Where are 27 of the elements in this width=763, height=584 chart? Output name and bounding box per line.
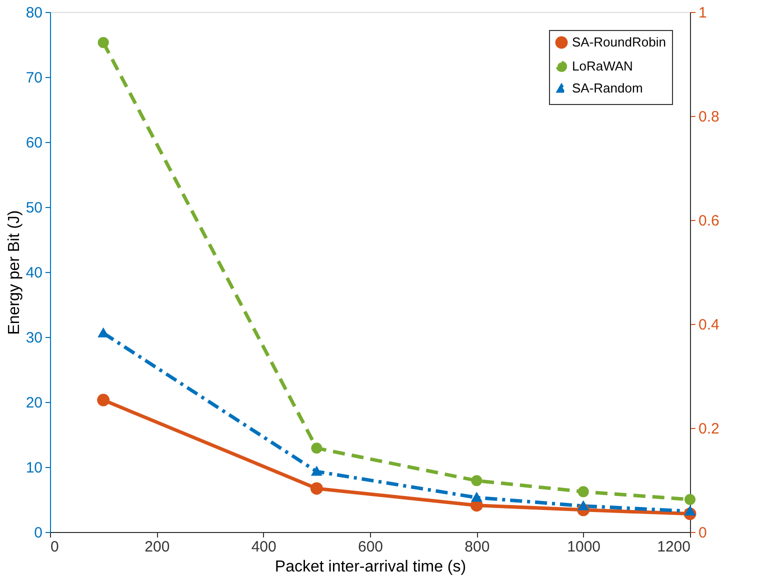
x-axis-title: Packet inter-arrival time (s) [274, 558, 466, 576]
y2-tick-label: 1 [698, 4, 707, 22]
y-tick-label: 0 [34, 524, 42, 542]
x-tick-label: 1000 [567, 538, 601, 556]
y2-tick-label: 0.6 [698, 212, 720, 230]
y-tick-label: 40 [26, 264, 42, 282]
x-tick-label: 400 [251, 538, 276, 556]
legend-label: SA-Random [572, 80, 643, 96]
x-tick-label: 0 [50, 538, 59, 556]
y-tick-label: 50 [26, 200, 42, 216]
y-tick-label: 20 [26, 394, 42, 412]
legend-label: SA-RoundRobin [572, 34, 666, 50]
y2-tick-label: 0.2 [698, 420, 720, 438]
x-tick-label: 600 [358, 538, 384, 556]
legend-label: LoRaWAN [572, 58, 633, 74]
y-axis-title: Energy per Bit (J) [6, 210, 23, 335]
x-tick-label: 1200 [657, 538, 690, 556]
x-tick-label: 800 [464, 538, 490, 556]
y2-tick-label: 0 [698, 524, 707, 542]
y-tick-label: 60 [26, 134, 42, 152]
y2-tick-label: 0.8 [698, 108, 720, 126]
y-tick-label: 80 [26, 4, 42, 22]
y-tick-label: 10 [26, 460, 42, 476]
y-tick-label: 30 [26, 330, 42, 346]
x-tick-label: 200 [144, 538, 170, 556]
y2-tick-label: 0.4 [698, 316, 720, 334]
y-tick-label: 70 [26, 70, 42, 86]
